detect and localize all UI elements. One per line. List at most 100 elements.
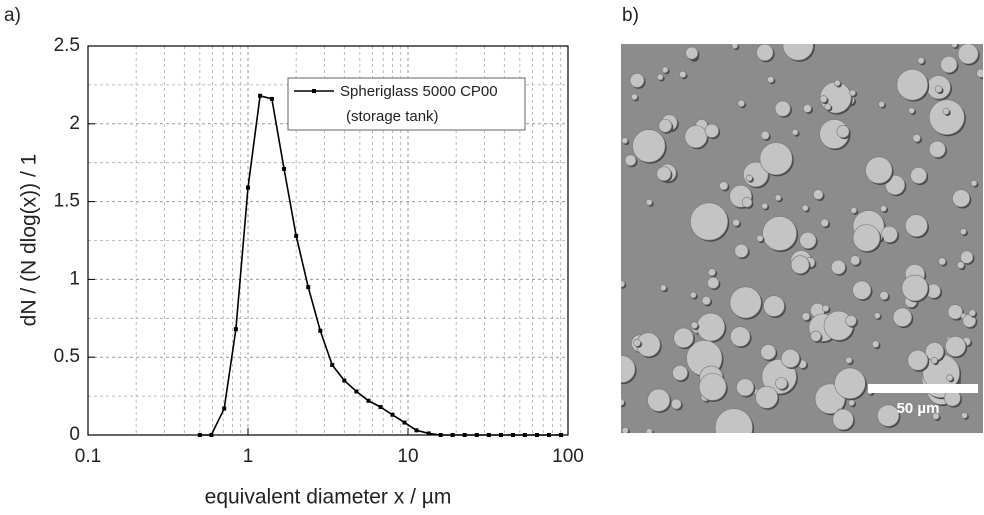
particle (745, 174, 753, 182)
particle (836, 125, 850, 138)
particle (871, 340, 880, 348)
particle (822, 304, 830, 312)
particle (632, 129, 666, 163)
y-axis-label: dN / (N dlog(x)) / 1 (18, 154, 41, 327)
particle (737, 99, 745, 108)
particle (865, 156, 893, 184)
particle (774, 100, 791, 117)
legend-box (287, 77, 526, 131)
particle (756, 234, 764, 242)
point (222, 406, 227, 411)
particle (877, 404, 900, 427)
particle (672, 364, 688, 381)
particle (810, 330, 822, 342)
particle (684, 125, 708, 149)
particle (763, 295, 785, 317)
particle (696, 312, 726, 342)
particle (760, 130, 770, 140)
particle (730, 326, 751, 347)
particle (661, 66, 669, 74)
particle (880, 225, 898, 243)
particle (942, 107, 950, 115)
point (294, 233, 299, 238)
particle (679, 70, 687, 78)
particle (736, 378, 755, 397)
particle (734, 243, 749, 258)
particle (970, 179, 978, 187)
particle (631, 93, 638, 101)
point (462, 433, 467, 437)
particle (656, 73, 664, 81)
particle (801, 204, 809, 212)
particle (707, 276, 720, 289)
y-tick-label: 0 (69, 424, 80, 445)
particle (928, 140, 946, 158)
sem-image: 50 µm (621, 44, 983, 433)
point (209, 433, 214, 437)
particle (852, 224, 881, 252)
point (450, 433, 455, 437)
x-tick-label: 1 (243, 446, 254, 467)
point (258, 93, 263, 98)
particle (714, 408, 753, 433)
point (402, 420, 407, 425)
particle (956, 261, 965, 269)
point (510, 433, 515, 437)
y-tick-label: 1 (69, 268, 80, 289)
y-tick-label: 0.5 (54, 346, 80, 367)
particle (845, 314, 857, 327)
panel-label: b) (622, 5, 639, 26)
particle (756, 44, 774, 62)
point (233, 327, 238, 332)
particle (621, 398, 625, 406)
particle (940, 55, 958, 74)
point (342, 378, 347, 383)
particle (624, 154, 637, 167)
particle (741, 197, 753, 208)
particle (907, 349, 929, 371)
y-tick-label: 2 (69, 113, 80, 134)
particle (673, 327, 694, 348)
particle (961, 412, 968, 419)
x-tick-label: 10 (397, 446, 418, 467)
particle (801, 312, 811, 321)
y-tick-label: 2.5 (54, 35, 80, 56)
particle (633, 338, 641, 347)
particle (690, 202, 729, 241)
particle (762, 216, 797, 251)
particle (761, 202, 768, 210)
point (269, 96, 274, 101)
particle (832, 408, 854, 431)
y-tick-label: 1.5 (54, 191, 80, 212)
particle (656, 166, 672, 182)
particle (731, 44, 739, 49)
particle (707, 268, 716, 277)
particle (685, 46, 699, 60)
particle (819, 95, 828, 103)
particle (845, 356, 853, 364)
particle (803, 104, 812, 113)
legend-label: Spheriglass 5000 CP00 (340, 83, 498, 100)
plot-frame (87, 45, 569, 436)
particle (791, 128, 799, 136)
particle (946, 374, 954, 382)
particle (790, 255, 810, 275)
scale-bar (868, 384, 978, 393)
point (330, 362, 335, 367)
particle (850, 207, 858, 214)
particle (774, 194, 782, 202)
particle (701, 296, 711, 306)
particle (930, 356, 938, 364)
particle (759, 142, 793, 176)
particle (820, 218, 829, 228)
particle (645, 428, 653, 433)
sem-particles (621, 44, 983, 433)
particle (932, 412, 940, 420)
particle (928, 99, 965, 136)
panel-label: a) (4, 5, 21, 26)
x-tick-label: 0.1 (75, 446, 101, 467)
scale-bar-label: 50 µm (897, 400, 940, 417)
particle (957, 44, 979, 65)
particle (760, 344, 777, 360)
